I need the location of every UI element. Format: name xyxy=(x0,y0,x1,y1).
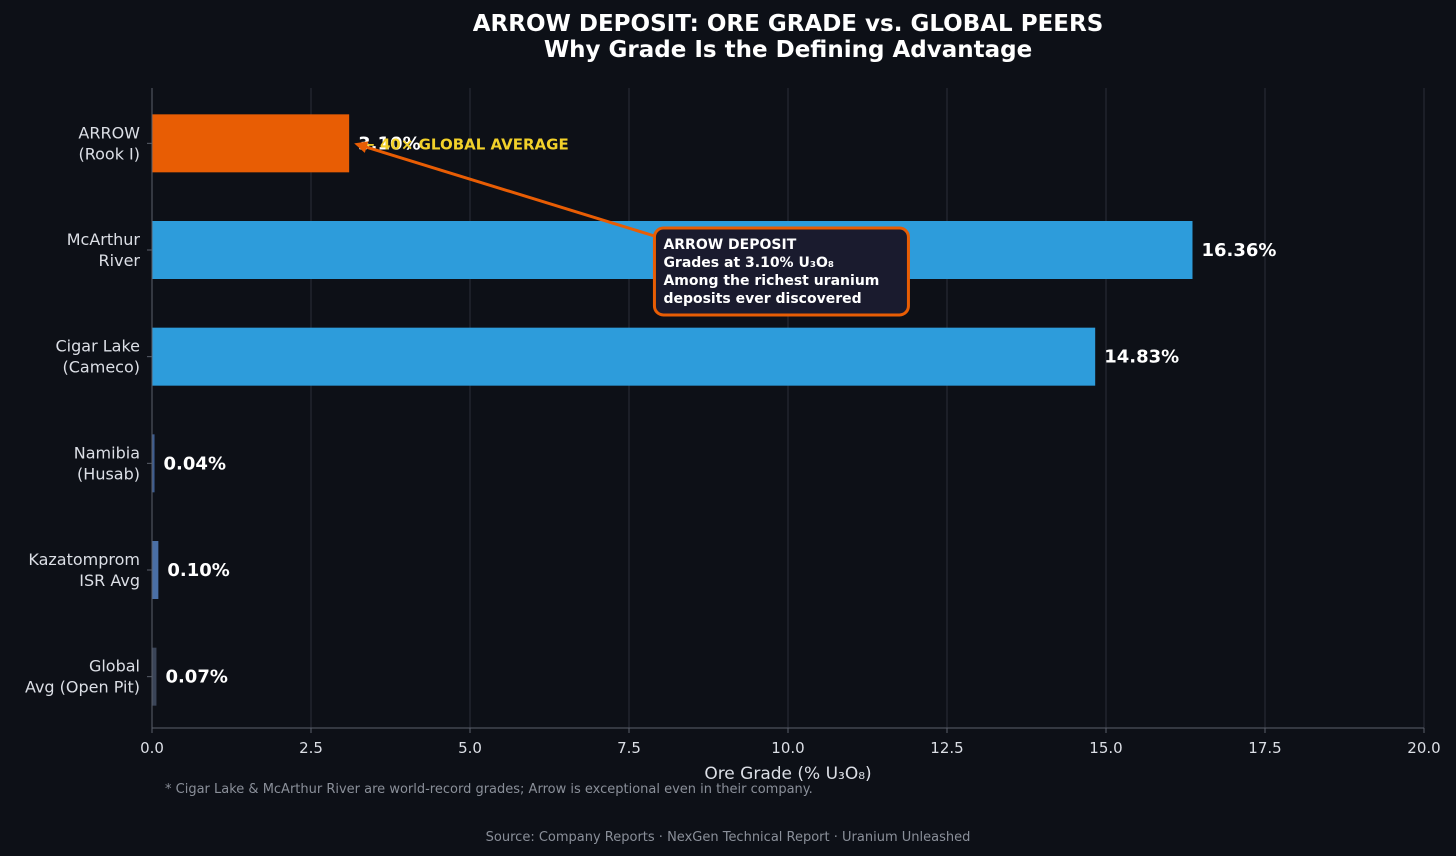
bar xyxy=(152,327,1096,386)
y-tick-label: Kazatomprom xyxy=(28,550,140,569)
callout-line: deposits ever discovered xyxy=(663,291,861,307)
bar xyxy=(152,114,350,173)
data-label: 0.04% xyxy=(164,453,226,474)
bars-layer xyxy=(152,114,1193,706)
data-label: 0.07% xyxy=(165,667,227,688)
y-tick-label: (Cameco) xyxy=(63,358,140,377)
bar xyxy=(152,541,159,599)
y-tick-label: Global xyxy=(89,657,140,676)
callout-arrowhead xyxy=(354,141,369,153)
callout-line: ARROW DEPOSIT xyxy=(663,237,796,253)
axis-layer: 0.0 2.5 5.0 7.5 10.0 12.5 15.0 17.5 20.0 ARROW (Ro… xyxy=(25,88,1441,757)
footnote: * Cigar Lake & McArthur River are world-… xyxy=(165,782,813,797)
x-tick-label: 17.5 xyxy=(1248,739,1281,757)
x-tick-label: 20.0 xyxy=(1407,739,1440,757)
y-tick-label: ARROW xyxy=(78,123,140,142)
bar xyxy=(152,647,157,706)
grid-layer xyxy=(151,88,1425,728)
y-tick-label: Namibia xyxy=(74,443,140,462)
x-axis-title: Ore Grade (% U₃O₈) xyxy=(704,764,871,784)
x-tick-label: 12.5 xyxy=(930,739,963,757)
global-average-highlight: ← 40× GLOBAL AVERAGE xyxy=(362,135,569,153)
callout-line: Among the richest uranium xyxy=(663,273,879,289)
data-label: 16.36% xyxy=(1201,240,1276,261)
callout-arrow xyxy=(361,144,655,238)
x-tick-label: 15.0 xyxy=(1089,739,1122,757)
y-tick-label: (Husab) xyxy=(77,464,140,483)
x-tick-label: 7.5 xyxy=(617,739,641,757)
y-tick-label: River xyxy=(99,251,141,270)
callout-line: Grades at 3.10% U₃O₈ xyxy=(663,255,834,271)
y-tick-label: McArthur xyxy=(67,230,141,249)
chart-subtitle: Why Grade Is the Defining Advantage xyxy=(544,37,1032,63)
data-label: 0.10% xyxy=(167,560,229,581)
x-tick-label: 0.0 xyxy=(140,739,164,757)
x-tick-label: 5.0 xyxy=(458,739,482,757)
data-label: 14.83% xyxy=(1104,347,1179,368)
bar xyxy=(152,434,155,493)
annotation-layer: ← 40× GLOBAL AVERAGE ARROW DEPOSIT Grade… xyxy=(354,135,910,317)
x-tick-label: 2.5 xyxy=(299,739,323,757)
y-tick-label: ISR Avg xyxy=(79,571,140,590)
x-tick-label: 10.0 xyxy=(771,739,804,757)
y-tick-label: (Rook I) xyxy=(78,144,140,163)
callout-box xyxy=(652,226,910,317)
y-tick-label: Cigar Lake xyxy=(56,337,141,356)
y-tick-label: Avg (Open Pit) xyxy=(25,678,140,697)
chart-title: ARROW DEPOSIT: ORE GRADE vs. GLOBAL PEER… xyxy=(473,11,1104,37)
labels-layer: 3.10%16.36%14.83%0.04%0.10%0.07% xyxy=(164,133,1277,687)
source-note: Source: Company Reports · NexGen Technic… xyxy=(486,830,971,845)
